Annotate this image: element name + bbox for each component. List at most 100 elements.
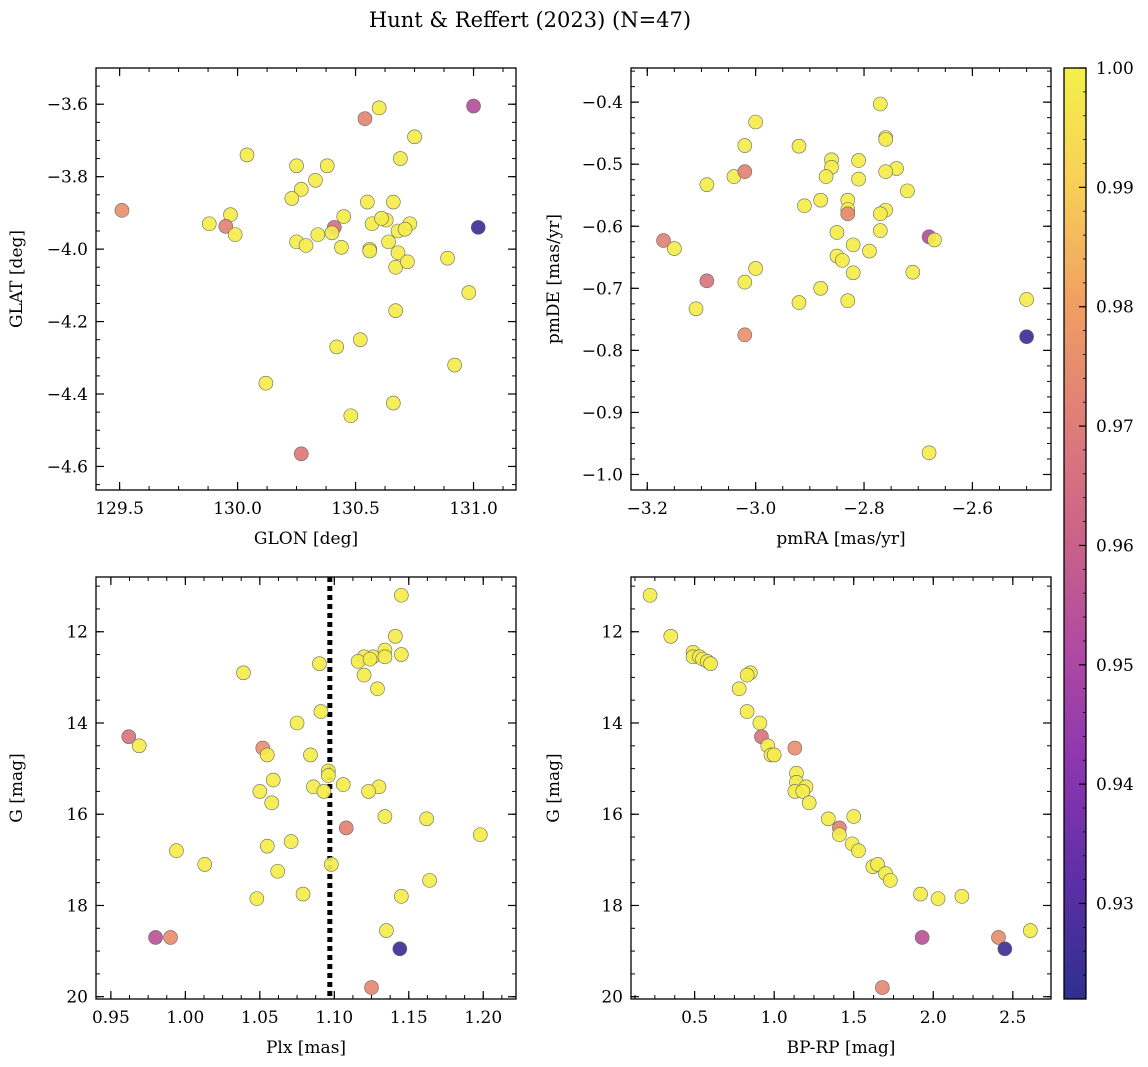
data-point [883,873,898,888]
x-tick-label: 1.00 [166,1008,204,1028]
colorbar-tick-label: 0.94 [1096,775,1134,795]
x-tick-label: 1.05 [241,1008,279,1028]
colorbar: 0.93 0.94 0.95 0.96 0.97 0.98 0.99 1.00 [1063,59,1134,1000]
x-tick-label: 1.15 [390,1008,428,1028]
data-point [791,138,807,154]
x-tick-label: 129.5 [95,499,144,519]
data-point [875,980,890,995]
x-tick-label: −3.0 [735,499,776,519]
data-point [361,784,376,799]
data-point [364,980,379,995]
y-tick-label: 14 [601,714,623,734]
y-tick-label: −3.6 [47,95,88,115]
data-point [352,332,368,347]
x-tick-label: 130.0 [213,499,262,519]
x-axis-label: pmRA [mas/yr] [776,529,905,549]
data-point [818,169,834,184]
data-point [343,408,359,424]
data-point [218,218,234,234]
colorbar-tick-label: 0.96 [1096,536,1134,556]
data-point [227,227,243,242]
data-point [313,704,329,719]
y-tick-label: 18 [66,896,88,916]
x-tick-label: 131.0 [449,499,498,519]
data-point [737,164,753,179]
data-point [377,809,393,824]
y-tick-label: −1.0 [582,465,623,485]
y-tick-label: −0.9 [582,403,623,423]
data-point [1019,329,1034,345]
data-point [872,206,888,222]
y-tick-label: 12 [601,623,623,643]
data-point [336,209,352,224]
data-point [289,715,305,731]
data-point [298,238,314,253]
data-point [872,96,888,112]
y-tick-label: −4.0 [47,240,88,260]
figure-title: Hunt & Reffert (2023) (N=47) [369,8,691,32]
data-point [997,941,1013,957]
data-point [394,889,409,904]
y-tick-label: −4.2 [47,313,88,333]
y-tick-label: 12 [66,623,88,643]
data-point [265,772,281,788]
data-point [813,192,828,208]
data-point [236,665,251,681]
data-point [310,227,326,242]
data-point [386,395,401,411]
data-point [303,747,318,763]
data-point [393,151,408,166]
data-point [921,445,937,461]
data-point [851,153,866,168]
y-axis-label: G [mag] [7,753,27,822]
data-point [731,681,747,697]
x-axis-label: BP-RP [mag] [787,1038,896,1058]
data-point [797,198,812,214]
data-point [259,747,275,763]
data-point [752,715,768,731]
colorbar-tick-label: 0.97 [1096,417,1134,437]
y-tick-label: 14 [66,714,88,734]
colorbar-tick-label: 0.93 [1096,895,1134,915]
colorbar-tick-label: 1.00 [1096,59,1134,79]
data-point [927,232,942,248]
data-point [703,656,718,671]
data-point [386,194,401,210]
data-point [1019,292,1034,307]
data-point [201,216,217,232]
data-point [801,795,817,811]
data-point [360,194,375,210]
data-point [954,889,970,904]
x-tick-label: 130.5 [331,499,380,519]
x-tick-label: 2.0 [920,1008,947,1028]
data-point [362,243,378,259]
data-point [914,930,930,945]
data-point [293,446,309,462]
y-tick-label: 16 [601,805,623,825]
data-point [350,654,366,669]
data-point [991,930,1006,945]
data-point [851,843,866,859]
data-point [737,274,753,290]
data-point [169,843,184,859]
data-point [737,327,753,343]
data-point [394,647,409,662]
data-point [748,261,763,276]
data-point [422,873,437,888]
x-axis-label: Plx [mas] [266,1038,346,1058]
plot-frame [630,67,1052,491]
data-point [472,827,488,843]
data-point [642,587,658,603]
data-point [699,273,715,289]
data-point [316,784,332,799]
data-point [787,740,803,756]
colorbar-tick-label: 0.99 [1096,178,1134,198]
data-point [357,111,373,127]
x-tick-label: 0.5 [681,1008,708,1028]
y-tick-label: −0.6 [582,217,623,237]
data-point [249,891,265,906]
panel-bprp-g: 0.5 1.0 1.5 2.0 2.5 12 14 16 18 20 BP-RP [mag] G [m… [544,576,1052,1058]
data-point [356,667,372,683]
y-tick-label: −4.4 [47,385,88,405]
panel-pmra-pmde: −3.2 −3.0 −2.8 −2.6 −0.4 −0.5 −0.6 −0.7 −0.8 −0.9… [544,67,1052,549]
